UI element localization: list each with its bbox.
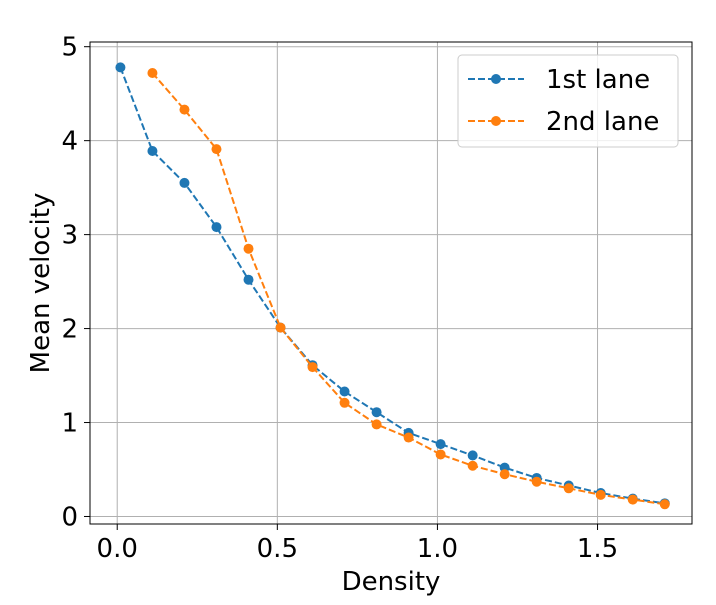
data-point-2nd-lane [531, 476, 542, 487]
y-tick-label: 3 [61, 221, 78, 251]
series-line-1st-lane [119, 67, 665, 505]
data-point-2nd-lane [467, 460, 478, 471]
data-point-2nd-lane [403, 432, 414, 443]
data-point-2nd-lane [659, 499, 670, 510]
data-point-1st-lane [179, 177, 190, 188]
y-tick-label: 2 [61, 315, 78, 345]
data-point-1st-lane [339, 386, 350, 397]
data-point-2nd-lane [211, 144, 222, 155]
axis-ticks: 0.0 0.5 1.0 1.5 0 1 2 3 4 5 [61, 33, 618, 564]
data-point-2nd-lane [371, 419, 382, 430]
series-layer [115, 62, 670, 510]
x-axis-label: Density [342, 567, 441, 597]
data-point-2nd-lane [275, 322, 286, 333]
data-point-2nd-lane [339, 397, 350, 408]
data-point-1st-lane [147, 145, 158, 156]
plot-area-frame [89, 41, 693, 525]
data-point-2nd-lane [595, 489, 606, 500]
y-tick-label: 1 [61, 409, 78, 439]
y-axis-label: Mean velocity [26, 193, 56, 374]
data-point-1st-lane [243, 274, 254, 285]
x-tick-label: 0.5 [257, 534, 298, 564]
y-tick-label: 0 [61, 502, 78, 532]
data-point-2nd-lane [147, 68, 158, 79]
data-point-2nd-lane [307, 362, 318, 373]
y-tick-label: 5 [61, 33, 78, 63]
data-point-2nd-lane [499, 469, 510, 480]
x-tick-label: 0.0 [97, 534, 138, 564]
legend-marker-1st-lane [491, 74, 501, 84]
legend-marker-2nd-lane [491, 116, 501, 126]
data-point-1st-lane [211, 222, 222, 233]
x-tick-label: 1.5 [577, 534, 618, 564]
legend: 1st lane 2nd lane [457, 54, 679, 148]
data-point-2nd-lane [435, 449, 446, 460]
data-point-1st-lane [435, 439, 446, 450]
legend-label-2nd-lane: 2nd lane [546, 107, 659, 137]
data-point-1st-lane [371, 407, 382, 418]
legend-label-1st-lane: 1st lane [546, 65, 650, 95]
data-point-1st-lane [467, 450, 478, 461]
y-tick-label: 4 [61, 127, 78, 157]
data-point-2nd-lane [243, 243, 254, 254]
data-point-2nd-lane [627, 494, 638, 505]
data-point-1st-lane [115, 62, 126, 73]
data-point-2nd-lane [563, 483, 574, 494]
x-tick-label: 1.0 [417, 534, 458, 564]
series-2nd-lane [147, 68, 670, 510]
data-point-2nd-lane [179, 104, 190, 115]
